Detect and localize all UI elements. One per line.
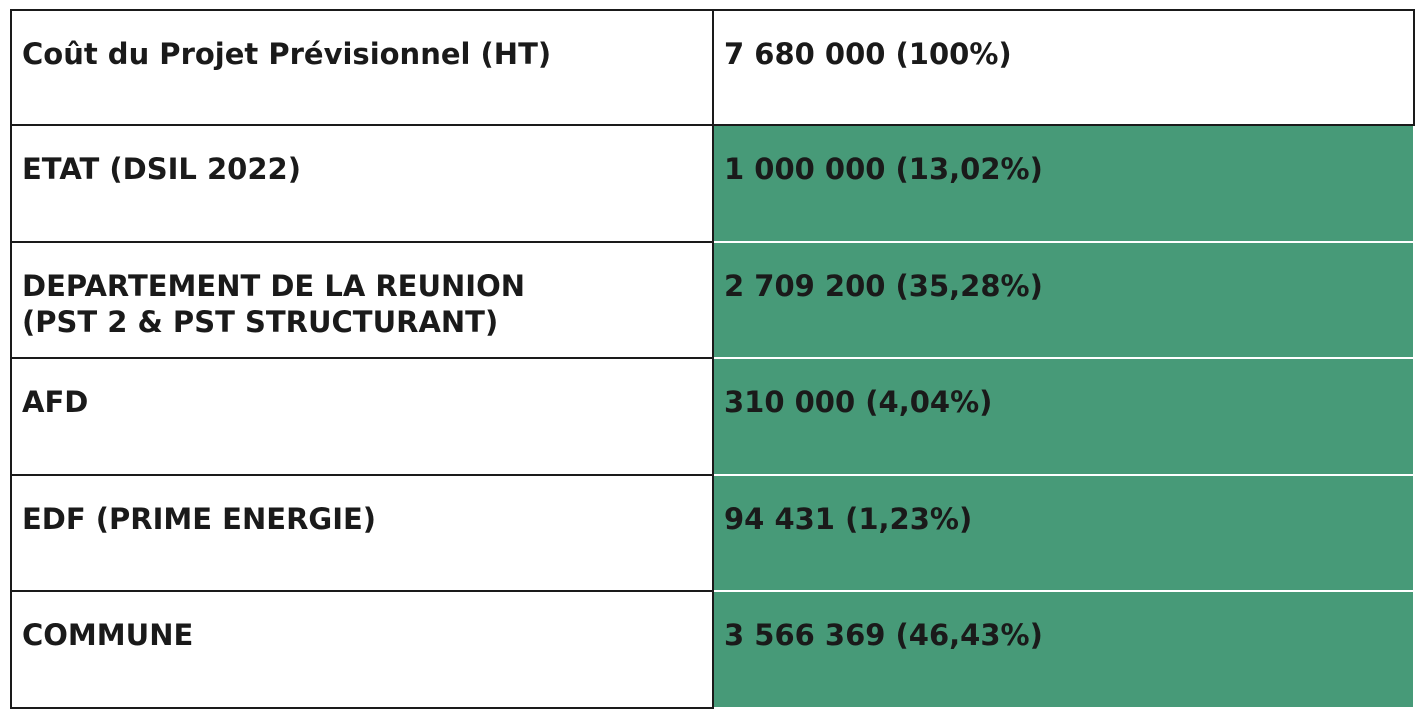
funder-label: AFD <box>10 357 714 476</box>
funder-label: EDF (PRIME ENERGIE) <box>10 474 714 592</box>
table-row: DEPARTEMENT DE LA REUNION (PST 2 & PST S… <box>10 241 1415 359</box>
table-row: COMMUNE 3 566 369 (46,43%) <box>10 590 1415 709</box>
funder-amount-text: 3 566 369 (46,43%) <box>724 618 1043 652</box>
total-cost-label: Coût du Projet Prévisionnel (HT) <box>10 9 714 126</box>
table-row: EDF (PRIME ENERGIE) 94 431 (1,23%) <box>10 474 1415 592</box>
funder-amount: 1 000 000 (13,02%) <box>712 124 1415 243</box>
funder-amount: 3 566 369 (46,43%) <box>712 590 1415 709</box>
funder-label: COMMUNE <box>10 590 714 709</box>
funder-label-text: AFD <box>22 385 89 419</box>
total-cost-value-text: 7 680 000 (100%) <box>724 37 1012 71</box>
funder-label: ETAT (DSIL 2022) <box>10 124 714 243</box>
funder-label-text: ETAT (DSIL 2022) <box>22 152 301 186</box>
funder-label: DEPARTEMENT DE LA REUNION (PST 2 & PST S… <box>10 241 714 359</box>
funding-table: Coût du Projet Prévisionnel (HT) 7 680 0… <box>10 9 1415 709</box>
funder-amount: 2 709 200 (35,28%) <box>712 241 1415 359</box>
funder-amount: 94 431 (1,23%) <box>712 474 1415 592</box>
funder-amount: 310 000 (4,04%) <box>712 357 1415 476</box>
funder-amount-text: 1 000 000 (13,02%) <box>724 152 1043 186</box>
table-row: ETAT (DSIL 2022) 1 000 000 (13,02%) <box>10 124 1415 243</box>
funder-label-text: EDF (PRIME ENERGIE) <box>22 502 377 536</box>
funder-amount-text: 310 000 (4,04%) <box>724 385 993 419</box>
funder-label-text: COMMUNE <box>22 618 194 652</box>
funder-amount-text: 94 431 (1,23%) <box>724 502 973 536</box>
funder-amount-text: 2 709 200 (35,28%) <box>724 269 1043 303</box>
total-cost-value: 7 680 000 (100%) <box>712 9 1415 126</box>
funder-label-text: DEPARTEMENT DE LA REUNION (PST 2 & PST S… <box>22 269 526 339</box>
table-row: AFD 310 000 (4,04%) <box>10 357 1415 476</box>
total-cost-row: Coût du Projet Prévisionnel (HT) 7 680 0… <box>10 9 1415 126</box>
total-cost-label-text: Coût du Projet Prévisionnel (HT) <box>22 37 552 71</box>
